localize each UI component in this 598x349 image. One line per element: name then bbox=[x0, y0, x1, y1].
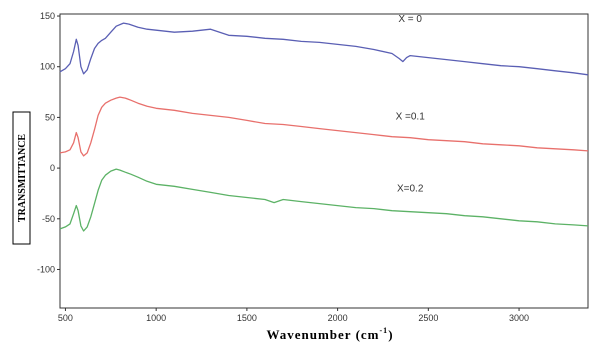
x-axis-title-main: Wavenumber (cm bbox=[266, 327, 379, 342]
y-axis-title-box bbox=[12, 111, 31, 245]
y-tick-label: 0 bbox=[50, 163, 55, 173]
y-axis-title: TRANSMITTANCE bbox=[17, 134, 28, 222]
series-label-1: X =0.1 bbox=[396, 111, 426, 122]
series-line-1 bbox=[59, 96, 589, 157]
series-line-0 bbox=[59, 22, 589, 76]
y-tick-label: 100 bbox=[40, 62, 55, 72]
x-axis-title-suffix: ) bbox=[388, 327, 393, 342]
series-lines bbox=[59, 22, 589, 232]
series-line-2 bbox=[59, 168, 589, 232]
x-tick-label: 500 bbox=[58, 313, 73, 323]
y-tick-label: -50 bbox=[42, 214, 55, 224]
x-tick-label: 1000 bbox=[146, 313, 166, 323]
x-axis-ticks: 500 1000 1500 2000 2500 3000 bbox=[58, 308, 529, 323]
series-label-0: X = 0 bbox=[398, 14, 422, 25]
y-tick-label: -100 bbox=[37, 264, 55, 274]
x-tick-label: 2000 bbox=[328, 313, 348, 323]
x-tick-label: 2500 bbox=[418, 313, 438, 323]
x-tick-label: 1500 bbox=[237, 313, 257, 323]
y-tick-label: 50 bbox=[45, 112, 55, 122]
plot-area bbox=[59, 13, 589, 309]
y-axis-ticks: -100 -50 0 50 100 150 bbox=[37, 11, 60, 274]
series-labels: X = 0 X =0.1 X=0.2 bbox=[396, 14, 426, 194]
x-axis-title-superscript: -1 bbox=[380, 326, 389, 335]
x-axis-title: Wavenumber (cm-1) bbox=[266, 326, 393, 342]
x-tick-label: 3000 bbox=[509, 313, 529, 323]
y-tick-label: 150 bbox=[40, 11, 55, 21]
series-label-2: X=0.2 bbox=[397, 183, 424, 194]
